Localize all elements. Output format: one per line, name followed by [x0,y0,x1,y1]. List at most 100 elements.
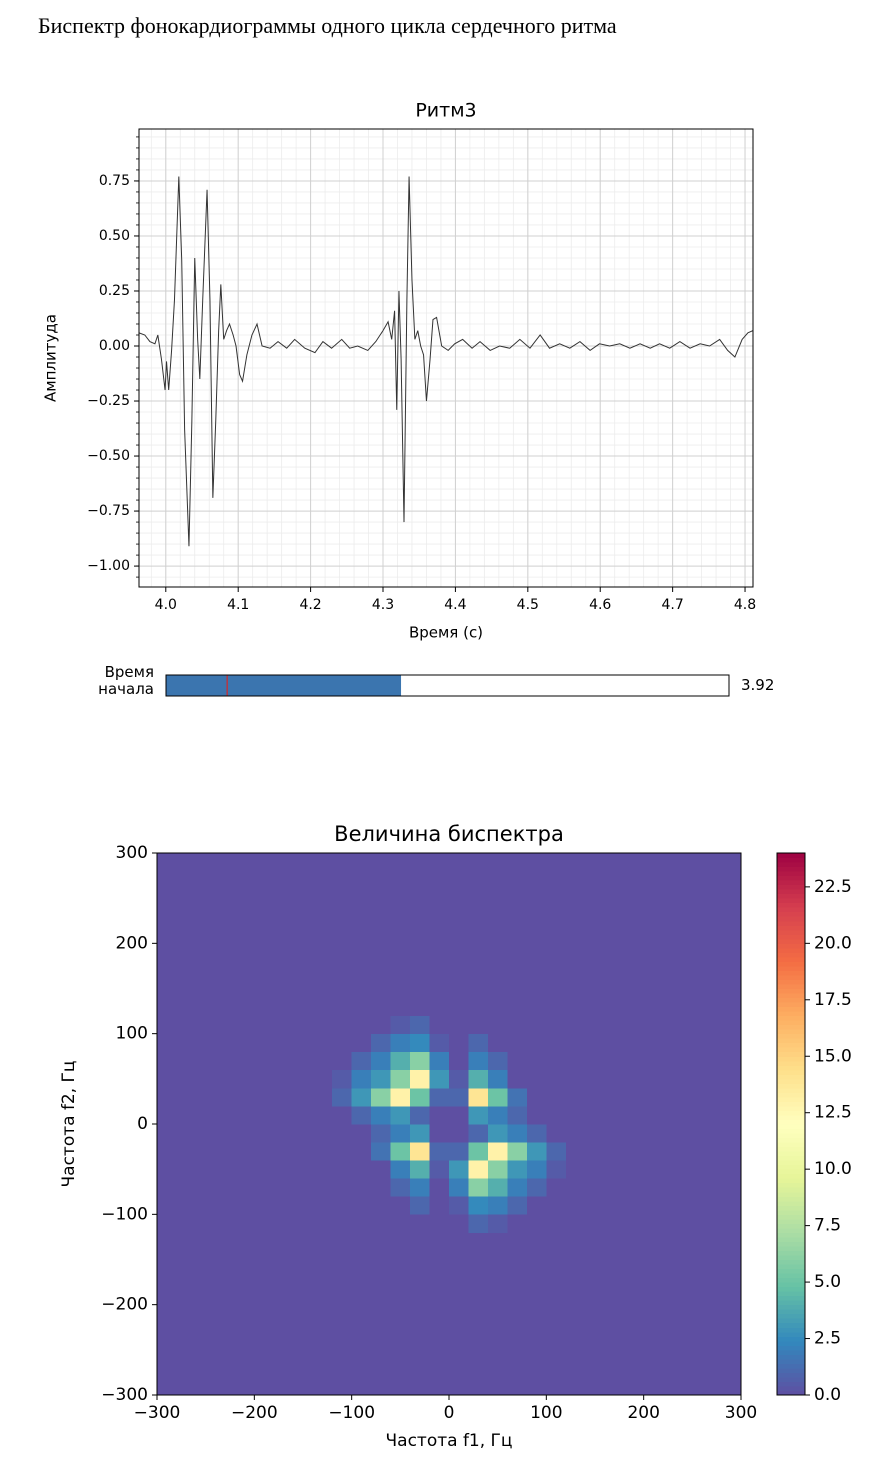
heatmap-cell [546,907,567,926]
heatmap-cell [254,1124,275,1143]
heatmap-cell [293,1214,314,1233]
heatmap-cell [702,1340,722,1360]
heatmap-cell [273,997,294,1016]
colorbar-segment [777,920,805,926]
heatmap-cell [624,943,645,962]
heatmap-cell [702,1250,722,1269]
heatmap-cell [215,1268,236,1287]
heatmap-cell [195,979,216,998]
heatmap-cell [624,997,645,1016]
heatmap-cell [682,1087,703,1107]
heatmap-cell [565,1304,586,1324]
heatmap-cell [371,1214,391,1233]
heatmap-cell [663,1340,683,1360]
y-axis-label: Амплитуда [42,314,60,402]
heatmap-cell [312,1124,333,1143]
heatmap-cell [312,979,333,998]
heatmap-cell [507,997,528,1016]
colorbar-segment [777,1187,805,1193]
heatmap-cell [293,1069,314,1089]
heatmap-cell [526,1340,547,1360]
heatmap-cell [546,1051,567,1071]
heatmap-cell [682,1069,703,1089]
colorbar-segment [777,1214,805,1220]
heatmap-cell [312,1033,333,1053]
heatmap-cell [157,997,177,1016]
heatmap-cell [215,1178,236,1197]
heatmap-cell [429,1142,450,1161]
heatmap-cell [332,907,353,926]
heatmap-cell [663,1358,683,1378]
heatmap-cell [721,979,742,998]
colorbar-tick-label: 22.5 [814,877,852,897]
heatmap-cell [157,1178,177,1197]
heatmap-cell [215,1322,236,1342]
heatmap-cell [215,1105,236,1125]
heatmap-cell [449,1322,469,1342]
heatmap-cell [565,1124,586,1143]
heatmap-cell [390,907,411,926]
colorbar-tick-label: 2.5 [814,1329,841,1349]
heatmap-cell [721,1160,742,1179]
heatmap-cell [643,907,664,926]
heatmap-cell [390,1142,411,1161]
heatmap-cell [507,1376,528,1396]
heatmap-cell [565,1376,586,1396]
heatmap-cell [721,1033,742,1053]
heatmap-cell [565,1142,586,1161]
heatmap-cell [273,1250,294,1269]
heatmap-cell [351,907,372,926]
colorbar-tick-label: 5.0 [814,1272,841,1292]
heatmap-cell [157,1015,177,1035]
heatmap-cell [507,1178,528,1197]
colorbar-segment [777,1349,805,1355]
heatmap-cell [215,943,236,962]
heatmap-cell [390,1340,411,1360]
heatmap-cell [565,979,586,998]
heatmap-cell [371,1015,391,1035]
heatmap-cell [585,871,606,890]
y-tick-label: −300 [101,1385,148,1405]
heatmap-cell [546,1286,567,1306]
heatmap-cell [312,1322,333,1342]
heatmap-cell [624,1376,645,1396]
heatmap-cell [624,925,645,944]
heatmap-cell [565,1340,586,1360]
heatmap-cell [526,1250,547,1269]
heatmap-cell [546,889,567,908]
heatmap-cell [624,1304,645,1324]
heatmap-cell [721,997,742,1016]
heatmap-cell [585,925,606,944]
slider-track[interactable] [165,674,730,697]
heatmap-cell [604,1105,625,1125]
colorbar-segment [777,1146,805,1152]
heatmap-cell [624,979,645,998]
heatmap-cell [410,1268,430,1287]
heatmap-cell [604,925,625,944]
heatmap-cell [546,1304,567,1324]
heatmap-cell [273,1160,294,1179]
heatmap-cell [157,961,177,980]
slider-value: 3.92 [741,676,774,694]
colorbar-segment [777,853,805,859]
heatmap-cell [195,1322,216,1342]
heatmap-cell [273,1322,294,1342]
x-tick-label: 4.0 [155,597,177,613]
colorbar-segment [777,1345,805,1351]
heatmap-cell [468,1304,489,1324]
heatmap-cell [604,1051,625,1071]
colorbar-segment [777,1128,805,1134]
heatmap-cell [429,961,450,980]
heatmap-cell [507,1124,528,1143]
heatmap-cell [487,1376,508,1396]
heatmap-cell [585,1358,606,1378]
colorbar-segment [777,1078,805,1084]
colorbar-segment [777,1385,805,1391]
heatmap-cell [624,1087,645,1107]
heatmap-cell [351,1196,372,1215]
colorbar-segment [777,1381,805,1387]
heatmap-cell [585,997,606,1016]
heatmap-cell [351,1160,372,1179]
heatmap-cell [643,1358,664,1378]
heatmap-cell [351,871,372,890]
